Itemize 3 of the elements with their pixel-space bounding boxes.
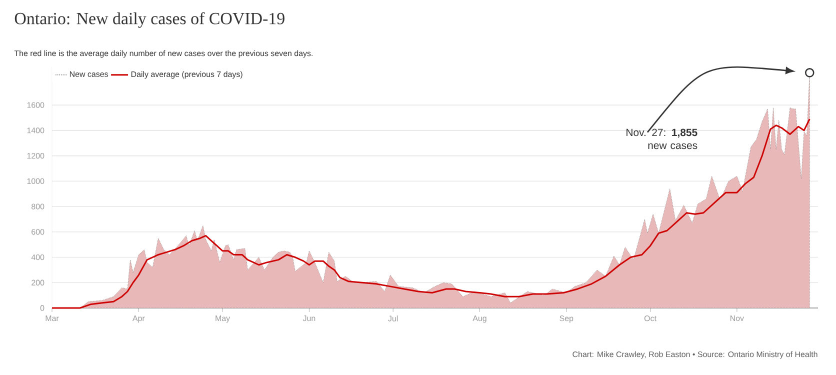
chart-title: Ontario: New daily cases of COVID-19 <box>14 12 284 28</box>
annotation: Nov. 27: 1,855 new cases <box>626 128 698 150</box>
line-series <box>51 118 810 309</box>
